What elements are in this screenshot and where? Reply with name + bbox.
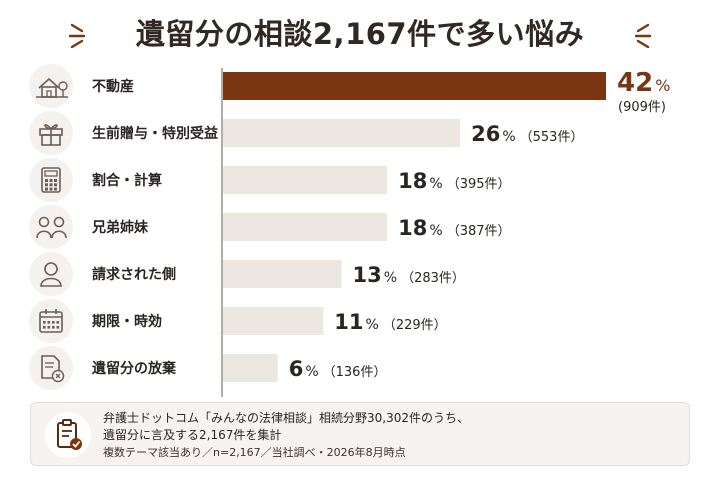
person-icon <box>29 252 73 296</box>
value-unit: % <box>429 223 442 239</box>
value-label: 11% （229件） <box>334 310 446 334</box>
bar <box>223 166 388 194</box>
value-number: 42 <box>617 68 653 98</box>
count-label: （283件） <box>401 271 465 286</box>
category-label: 期限・時効 <box>92 313 162 330</box>
calendar-icon <box>29 299 73 343</box>
value-unit: % <box>305 364 318 380</box>
chart-title: 遺留分の相談2,167件で多い悩み <box>135 17 585 51</box>
value-label: 13% （283件） <box>353 263 465 287</box>
footer-line-2: 遺留分に言及する2,167件を集計 <box>103 428 282 442</box>
value-label: 42% <box>617 68 670 98</box>
document-x-icon <box>29 346 73 390</box>
value-number: 6 <box>289 357 304 381</box>
calculator-icon <box>29 158 73 202</box>
bar-chart: 不動産 42 % (909件) 生前贈与・特別受益 26% （553件） 割合・計算 18% （3… <box>29 64 670 397</box>
footer-note: 弁護士ドットコム「みんなの法律相談」相続分野30,302件のうち、 遺留分に言及… <box>30 402 690 466</box>
value-label: 18% （395件） <box>398 169 510 193</box>
value-number: 26 <box>471 122 500 146</box>
value-unit: % <box>366 317 379 333</box>
value-number: 18 <box>398 216 427 240</box>
category-label: 不動産 <box>92 78 134 95</box>
value-unit: % <box>384 270 397 286</box>
category-label: 請求された側 <box>92 266 176 283</box>
count-label: （136件） <box>323 365 387 380</box>
category-label: 兄弟姉妹 <box>91 219 149 236</box>
house-tree-icon <box>29 64 73 108</box>
value-unit: % <box>655 76 670 95</box>
bar <box>223 119 461 147</box>
right-spark-icon <box>634 23 652 48</box>
value-label: 26% （553件） <box>471 122 583 146</box>
category-label: 割合・計算 <box>92 172 162 189</box>
value-unit: % <box>429 176 442 192</box>
footer-line-3: 複数テーマ該当あり／n=2,167／当社調べ・2026年8月時点 <box>103 446 406 459</box>
clipboard-check-icon <box>45 412 91 458</box>
gift-icon <box>29 111 73 155</box>
title-area: 遺留分の相談2,167件で多い悩み <box>0 8 720 56</box>
count-label: （395件） <box>447 177 511 192</box>
count-label: （553件） <box>520 130 584 145</box>
bar <box>223 354 278 382</box>
bar <box>223 307 324 335</box>
count-label: (909件) <box>618 100 666 115</box>
value-unit: % <box>502 129 515 145</box>
count-label: （229件） <box>383 318 447 333</box>
left-spark-icon <box>68 23 86 48</box>
value-number: 13 <box>353 263 382 287</box>
value-label: 6% （136件） <box>289 357 387 381</box>
value-number: 18 <box>398 169 427 193</box>
bar <box>223 213 388 241</box>
value-label: 18% （387件） <box>398 216 510 240</box>
footer-line-1: 弁護士ドットコム「みんなの法律相談」相続分野30,302件のうち、 <box>103 411 469 425</box>
value-number: 11 <box>334 310 363 334</box>
category-label: 生前贈与・特別受益 <box>92 125 218 142</box>
count-label: （387件） <box>447 224 511 239</box>
bar <box>223 260 342 288</box>
bar <box>223 72 606 100</box>
category-label: 遺留分の放棄 <box>92 360 177 377</box>
siblings-icon <box>29 205 73 249</box>
